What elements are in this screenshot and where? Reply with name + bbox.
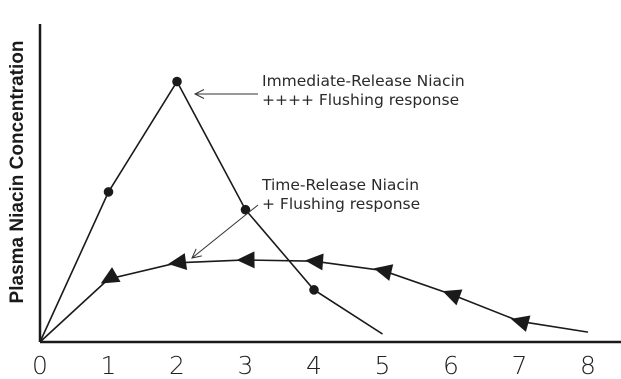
series-2-point-3 <box>236 251 255 269</box>
annotation-2-leader <box>191 204 259 259</box>
annotation-1-line-2: ++++ Flushing response <box>262 91 459 109</box>
x-tick-label-0: 0 <box>32 351 48 379</box>
series-2-point-5 <box>373 264 394 281</box>
series-2-point-4 <box>305 253 324 271</box>
series-2-point-1 <box>100 267 121 284</box>
annotation-2-line-2: + Flushing response <box>262 195 420 213</box>
annotation-2-arrowhead <box>191 248 202 259</box>
series-1-point-4 <box>309 285 319 295</box>
x-tick-label-3: 3 <box>238 351 254 379</box>
series-1-point-1 <box>103 187 114 197</box>
x-tick-label-7: 7 <box>512 351 528 379</box>
x-tick-labels: 0 1 2 3 4 5 6 7 8 <box>32 351 596 379</box>
annotation-1-line-1: Immediate-Release Niacin <box>262 72 465 90</box>
x-tick-label-2: 2 <box>169 351 185 379</box>
series-2-point-7 <box>510 315 531 332</box>
series-2-point-6 <box>442 289 463 306</box>
x-tick-label-6: 6 <box>443 351 459 379</box>
series-layer <box>39 76 589 343</box>
series-1-point-2 <box>172 76 182 87</box>
x-tick-label-8: 8 <box>580 351 596 379</box>
x-tick-label-1: 1 <box>101 351 117 379</box>
x-tick-label-5: 5 <box>375 351 391 379</box>
series-1-point-3 <box>240 204 251 215</box>
y-axis-label: Plasma Niacin Concentration <box>7 41 28 304</box>
annotation-2-line-1: Time-Release Niacin <box>261 176 419 194</box>
series-2-point-2 <box>168 253 188 270</box>
annotations: Immediate-Release Niacin++++ Flushing re… <box>191 72 465 259</box>
series-2-line <box>39 259 589 343</box>
annotation-1-arrowhead <box>193 89 205 99</box>
series-1-line <box>39 79 383 343</box>
x-tick-label-4: 4 <box>306 351 322 379</box>
